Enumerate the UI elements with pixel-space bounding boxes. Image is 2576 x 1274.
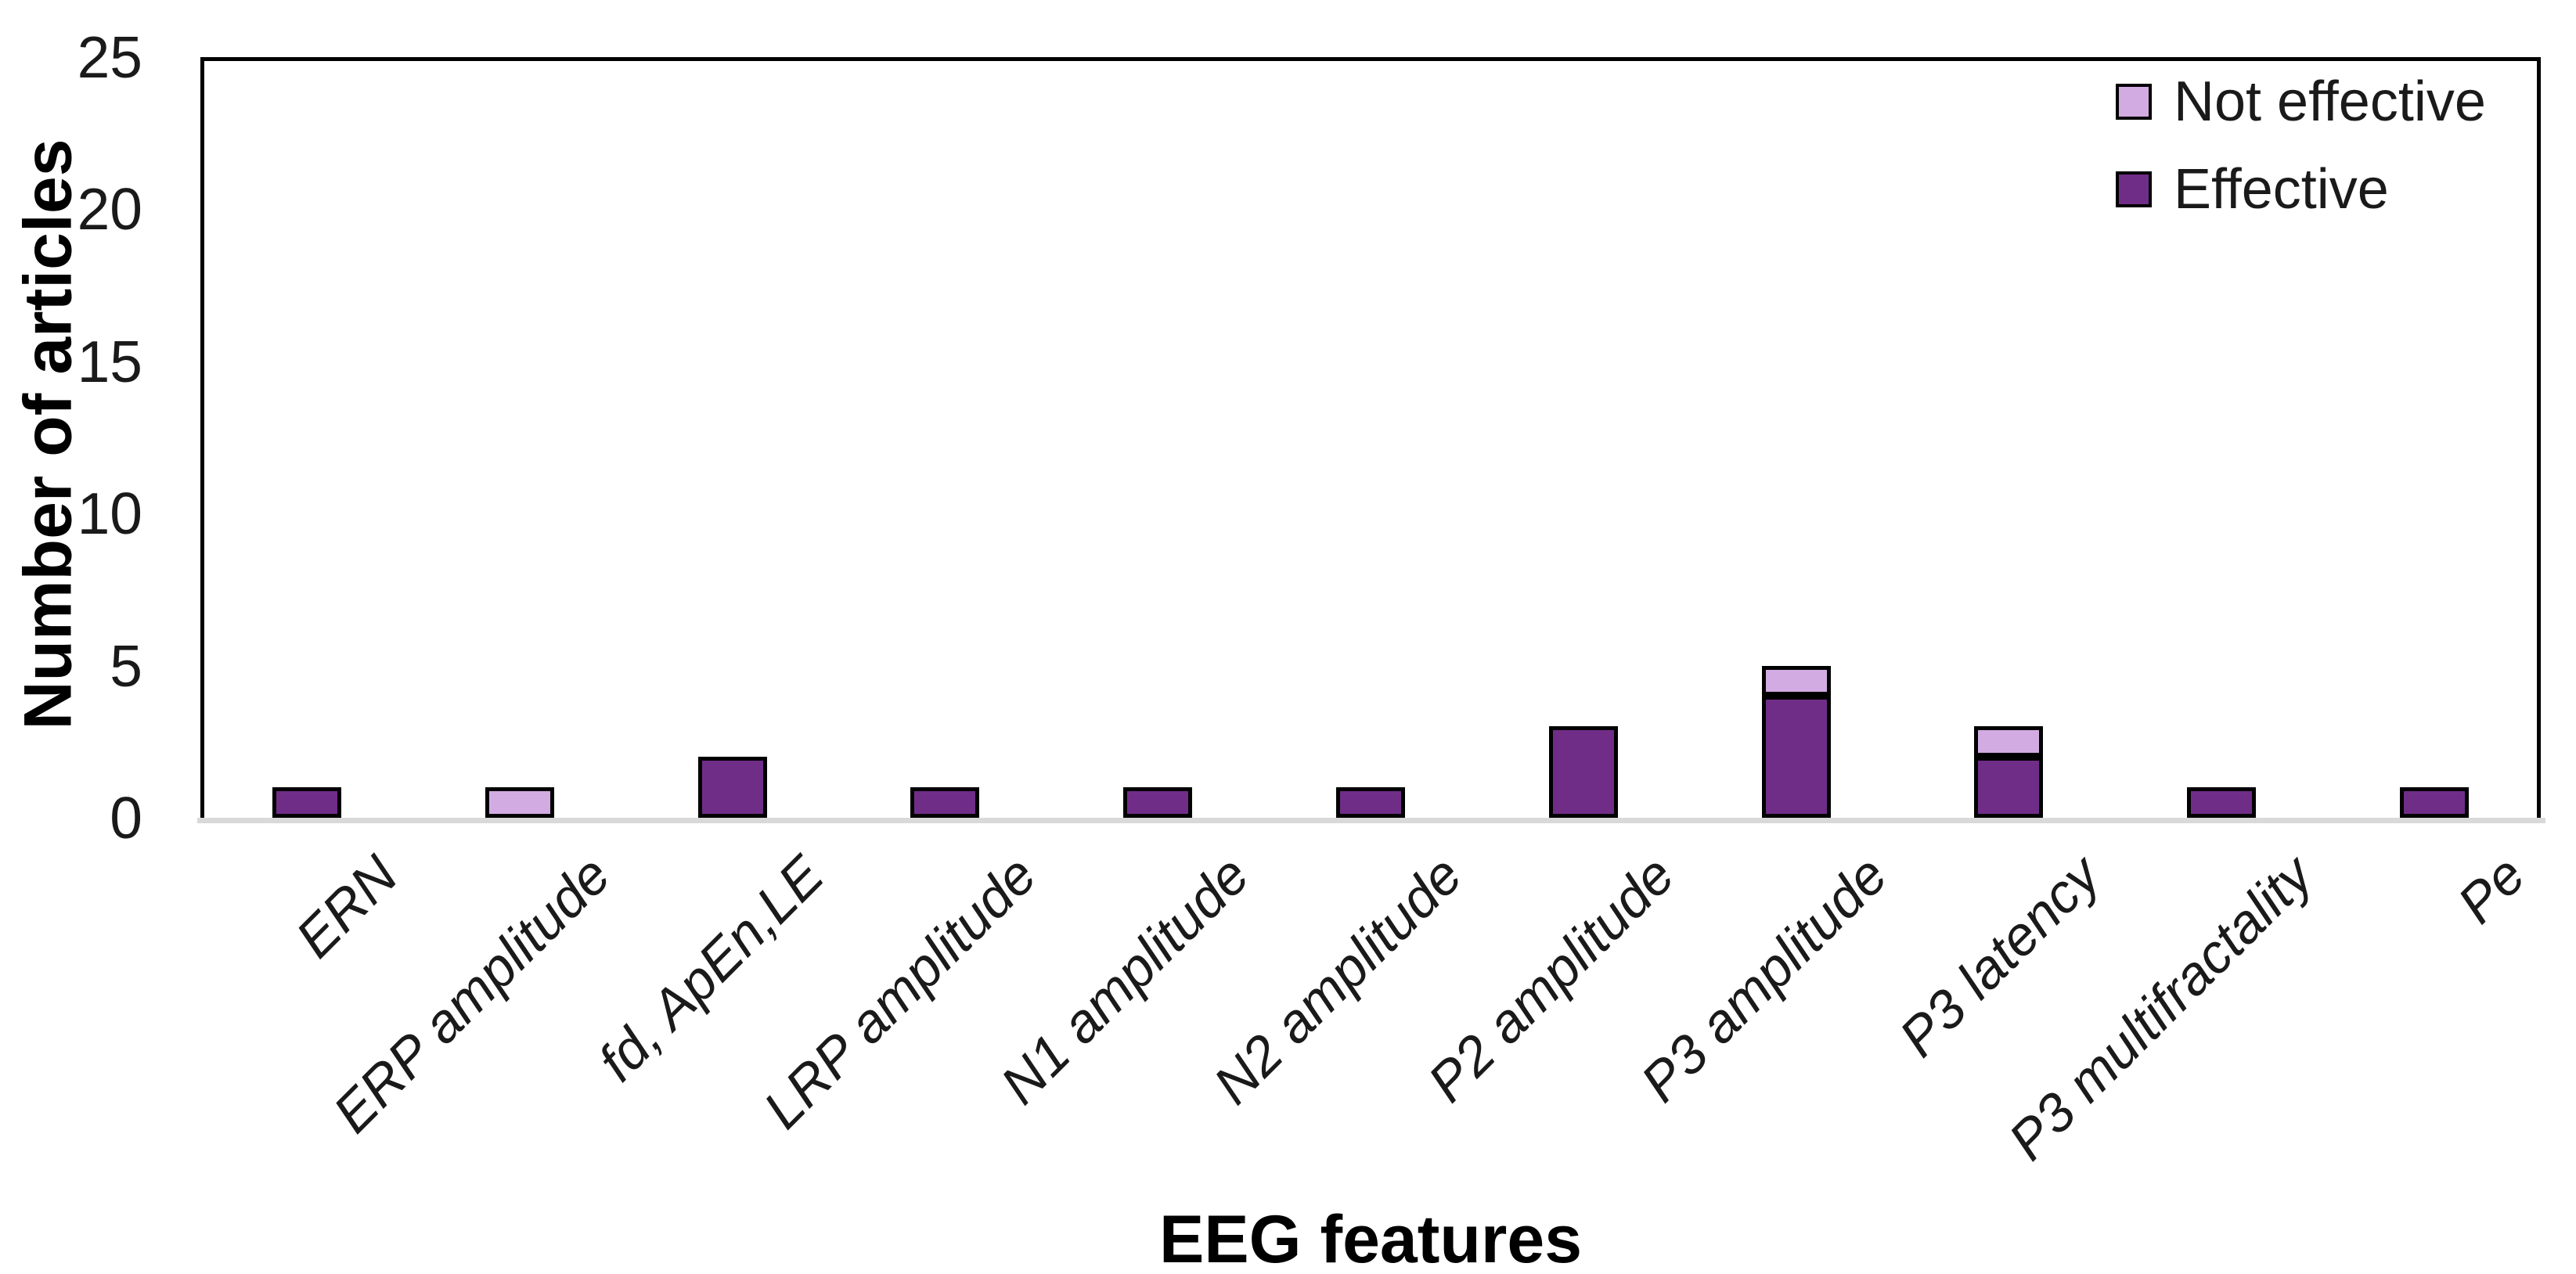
bar-segment-effective bbox=[1548, 726, 1618, 818]
bars-layer bbox=[200, 57, 2541, 818]
legend: Not effective Effective bbox=[2116, 63, 2486, 238]
bar-segment-not-effective bbox=[1761, 665, 1831, 696]
bar-segment-effective bbox=[1761, 696, 1831, 818]
legend-item-not-effective: Not effective bbox=[2116, 63, 2486, 141]
bar-lrp-amplitude bbox=[838, 787, 1051, 818]
y-tick-label: 15 bbox=[77, 328, 142, 394]
y-tick-label: 0 bbox=[110, 785, 142, 851]
bar-segment-not-effective bbox=[1974, 726, 2044, 758]
legend-swatch bbox=[2116, 84, 2152, 120]
bar-p3-amplitude bbox=[1690, 665, 1903, 818]
x-axis-title: EEG features bbox=[1158, 1202, 1583, 1274]
bar-p2-amplitude bbox=[1477, 726, 1690, 818]
bar-pe bbox=[2328, 787, 2541, 818]
bar-segment-not-effective bbox=[485, 787, 554, 818]
y-tick-label: 25 bbox=[77, 24, 142, 90]
bar-n1-amplitude bbox=[1051, 787, 1264, 818]
bar-segment-effective bbox=[1974, 757, 2044, 818]
y-tick-label: 20 bbox=[77, 176, 142, 243]
legend-item-effective: Effective bbox=[2116, 150, 2486, 229]
legend-label: Effective bbox=[2174, 158, 2389, 221]
bar-fd-apen-le bbox=[626, 757, 839, 818]
x-axis-line bbox=[197, 818, 2545, 823]
bar-segment-effective bbox=[2400, 787, 2470, 818]
bar-segment-effective bbox=[2187, 787, 2257, 818]
bar-segment-effective bbox=[272, 787, 341, 818]
bar-p3-multifractality bbox=[2115, 787, 2328, 818]
y-tick-label: 5 bbox=[110, 632, 142, 699]
legend-label: Not effective bbox=[2174, 70, 2486, 133]
bar-segment-effective bbox=[1123, 787, 1193, 818]
bar-n2-amplitude bbox=[1264, 787, 1477, 818]
x-category-label: ERN bbox=[284, 844, 409, 970]
bar-erp-amplitude bbox=[413, 787, 626, 818]
x-category-label: Pe bbox=[2446, 844, 2537, 935]
legend-swatch bbox=[2116, 171, 2152, 207]
bar-p3-latency bbox=[1903, 726, 2116, 818]
bar-segment-effective bbox=[1335, 787, 1405, 818]
bar-ern bbox=[200, 787, 413, 818]
y-axis-title: Number of articles bbox=[10, 139, 86, 730]
x-category-label: P3 latency bbox=[1887, 844, 2112, 1068]
bar-segment-effective bbox=[910, 787, 980, 818]
bar-segment-effective bbox=[697, 757, 767, 818]
y-tick-label: 10 bbox=[77, 480, 142, 547]
